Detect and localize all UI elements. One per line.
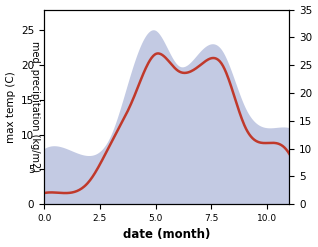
X-axis label: date (month): date (month) [123,228,211,242]
Y-axis label: max temp (C): max temp (C) [5,71,16,143]
Y-axis label: med. precipitation (kg/m2): med. precipitation (kg/m2) [30,41,40,172]
